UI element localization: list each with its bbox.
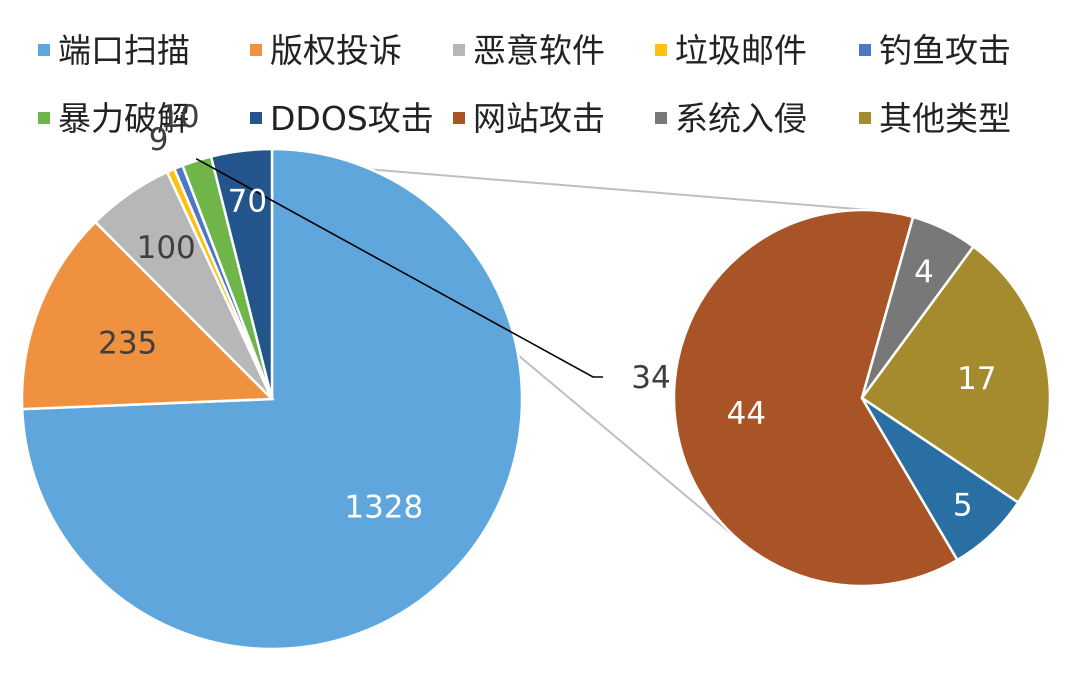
pie-slice-secondary-ddos [860, 396, 1020, 562]
legend-entry: 版权投诉 [250, 31, 402, 70]
legend-label: DDOS攻击 [270, 99, 434, 138]
legend-label: 垃圾邮件 [675, 31, 807, 70]
legend-label: 钓鱼攻击 [879, 31, 1011, 70]
legend-entry: 恶意软件 [453, 31, 605, 70]
legend-swatch [859, 44, 871, 56]
data-label: 9 [149, 122, 169, 158]
legend-entry: 暴力破解 [38, 99, 190, 138]
pie-slice-secondary-s0 [672, 208, 960, 588]
data-label: 17 [957, 361, 996, 397]
data-label: 100 [137, 230, 196, 266]
legend-entry: 钓鱼攻击 [859, 31, 1011, 70]
legend-swatch [38, 112, 50, 124]
legend-label: 端口扫描 [58, 31, 190, 70]
data-label: 235 [98, 326, 157, 362]
secondary-pie [672, 208, 1052, 588]
legend-label: 系统入侵 [675, 99, 807, 138]
legend-entry: 垃圾邮件 [655, 31, 807, 70]
legend-swatch [453, 112, 465, 124]
pie-slice-main-ddos [209, 147, 274, 400]
legend-label: 暴力破解 [58, 99, 190, 138]
legend-swatch [859, 112, 871, 124]
main-pie [20, 147, 524, 651]
legend-entry: DDOS攻击 [250, 99, 434, 138]
legend-swatch [38, 44, 50, 56]
legend-swatch [250, 112, 262, 124]
legend-entry: 系统入侵 [655, 99, 807, 138]
pie-slice-secondary-s2 [860, 244, 1052, 505]
data-label: 1328 [344, 489, 423, 525]
legend-swatch [655, 112, 667, 124]
legend-label: 其他类型 [879, 99, 1011, 138]
pie-slice-main-s1 [20, 220, 275, 411]
data-label: 70 [228, 184, 267, 220]
leader-line [195, 157, 603, 378]
legend-swatch [250, 44, 262, 56]
data-label: 5 [953, 488, 973, 524]
legend-swatch [453, 44, 465, 56]
data-label: 10 [160, 99, 199, 135]
legend-label: 网站攻击 [473, 99, 605, 138]
legend-swatch [655, 44, 667, 56]
legend-label: 恶意软件 [473, 31, 605, 70]
data-label: 4 [914, 254, 934, 290]
legend-label: 版权投诉 [270, 31, 402, 70]
data-label: 44 [727, 396, 766, 432]
data-label: 34 [631, 360, 670, 396]
legend-entry: 端口扫描 [38, 31, 190, 70]
legend-entry: 网站攻击 [453, 99, 605, 138]
legend-entry: 其他类型 [859, 99, 1011, 138]
